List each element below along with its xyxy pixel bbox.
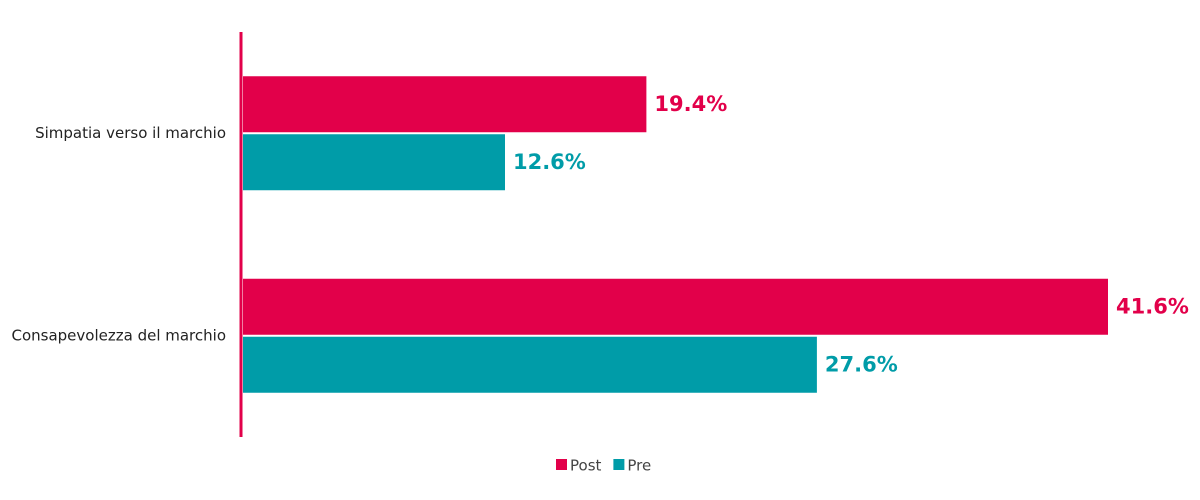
value-label: 19.4%	[654, 92, 727, 116]
legend-swatch	[613, 459, 625, 470]
value-label: 27.6%	[825, 352, 898, 376]
value-label: 41.6%	[1116, 294, 1189, 318]
bar	[243, 336, 817, 393]
bar	[243, 76, 647, 133]
category-label: Consapevolezza del marchio	[12, 326, 227, 344]
legend-label: Pre	[627, 457, 651, 475]
legend-swatch	[556, 459, 567, 470]
category-label: Simpatia verso il marchio	[35, 124, 226, 142]
bar	[243, 278, 1108, 335]
value-label: 12.6%	[513, 150, 586, 174]
bar	[243, 134, 505, 191]
legend-label: Post	[570, 457, 602, 475]
